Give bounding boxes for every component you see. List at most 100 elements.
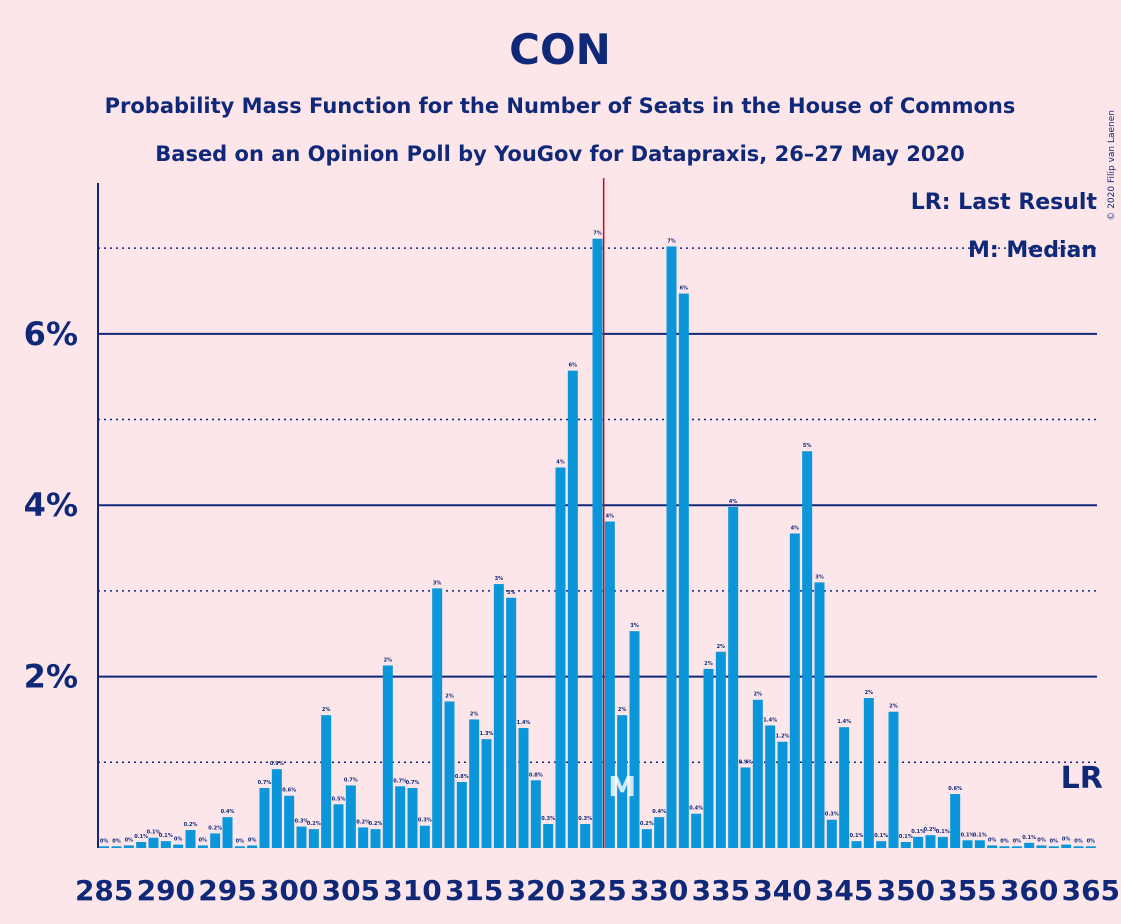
bar xyxy=(974,840,985,848)
data-label: 0.2% xyxy=(369,821,383,827)
bar xyxy=(481,739,492,848)
bar xyxy=(654,817,665,848)
data-label: 2% xyxy=(470,711,479,717)
legend-entry: M: Median xyxy=(968,238,1097,263)
bar xyxy=(382,665,393,848)
data-label: 0% xyxy=(1062,837,1071,843)
data-label: 0.1% xyxy=(874,833,888,839)
data-label: 6% xyxy=(680,286,689,292)
data-label: 6% xyxy=(569,363,578,369)
bar xyxy=(395,786,406,848)
data-label: 0.4% xyxy=(689,806,703,812)
bar xyxy=(444,701,455,848)
data-label: 2% xyxy=(322,707,331,713)
data-label: 0.7% xyxy=(406,780,420,786)
bar xyxy=(506,597,517,848)
data-label: 0% xyxy=(199,837,208,843)
data-label: 0.1% xyxy=(899,834,913,840)
bar xyxy=(308,829,319,848)
bar xyxy=(740,767,751,848)
data-label: 7% xyxy=(667,238,676,244)
data-label: 0% xyxy=(1050,838,1059,844)
x-tick-label: 325 xyxy=(568,874,626,907)
bar xyxy=(1024,842,1035,848)
data-label: 0.9% xyxy=(270,761,284,767)
data-label: 0.2% xyxy=(924,827,938,833)
bar xyxy=(1011,846,1022,848)
bar xyxy=(999,846,1010,848)
data-label: 2% xyxy=(445,693,454,699)
chart-subtitle: Based on an Opinion Poll by YouGov for D… xyxy=(155,142,964,166)
bar xyxy=(518,728,529,848)
x-tick-label: 285 xyxy=(75,874,133,907)
bar xyxy=(1073,846,1084,848)
data-label: 3% xyxy=(495,576,504,582)
x-tick-label: 355 xyxy=(938,874,996,907)
bar xyxy=(728,506,739,848)
data-label: 0% xyxy=(1037,837,1046,843)
x-tick-label: 315 xyxy=(445,874,503,907)
bar xyxy=(222,817,233,848)
data-label: 0.1% xyxy=(973,832,987,838)
bar xyxy=(987,845,998,848)
bar xyxy=(185,830,196,848)
bar xyxy=(469,719,480,848)
data-label: 4% xyxy=(556,460,565,466)
data-label: 2% xyxy=(384,657,393,663)
data-label: 7% xyxy=(593,231,602,237)
data-label: 0.3% xyxy=(825,812,839,818)
data-label: 0% xyxy=(1013,838,1022,844)
bar xyxy=(493,584,504,848)
bar xyxy=(210,833,221,848)
data-label: 3% xyxy=(815,574,824,580)
bar xyxy=(666,246,677,849)
data-label: 0.1% xyxy=(147,830,161,836)
data-label: 4% xyxy=(791,525,800,531)
bar xyxy=(555,467,566,848)
y-tick-label: 4% xyxy=(24,486,78,524)
data-label: 1.4% xyxy=(837,719,851,725)
data-label: 0.4% xyxy=(221,809,235,815)
copyright: © 2020 Filip van Laenen xyxy=(1107,110,1117,221)
bar xyxy=(1085,846,1096,848)
bar xyxy=(629,631,640,848)
bar xyxy=(752,699,763,848)
bar xyxy=(814,582,825,848)
bar xyxy=(703,668,714,848)
data-label: 2% xyxy=(865,690,874,696)
bar xyxy=(271,769,282,848)
data-label: 0.1% xyxy=(936,829,950,835)
data-label: 0% xyxy=(236,838,245,844)
chart-title: CON xyxy=(509,25,611,74)
bar xyxy=(715,651,726,848)
bar xyxy=(197,845,208,848)
bar xyxy=(839,727,850,848)
data-label: 2% xyxy=(704,661,713,667)
y-tick-label: 6% xyxy=(24,315,78,353)
data-label: 0.1% xyxy=(1022,835,1036,841)
bar xyxy=(925,835,936,848)
bar xyxy=(419,825,430,848)
data-label: 0.6% xyxy=(282,788,296,794)
bar xyxy=(247,845,258,848)
bar xyxy=(358,827,369,848)
x-tick-label: 360 xyxy=(1000,874,1058,907)
bar xyxy=(851,841,862,848)
x-tick-label: 335 xyxy=(692,874,750,907)
data-label: 4% xyxy=(606,513,615,519)
data-label: 0.2% xyxy=(184,822,198,828)
data-label: 0% xyxy=(1000,838,1009,844)
data-label: 0% xyxy=(248,837,257,843)
x-tick-label: 290 xyxy=(137,874,195,907)
x-tick-label: 345 xyxy=(815,874,873,907)
bar xyxy=(876,841,887,848)
data-label: 0% xyxy=(174,837,183,843)
x-tick-label: 340 xyxy=(753,874,811,907)
data-label: 5% xyxy=(803,443,812,449)
bar xyxy=(1048,846,1059,848)
data-label: 0.5% xyxy=(332,796,346,802)
data-label: 4% xyxy=(729,499,738,505)
median-marker: M xyxy=(608,770,636,803)
bar xyxy=(99,846,110,848)
